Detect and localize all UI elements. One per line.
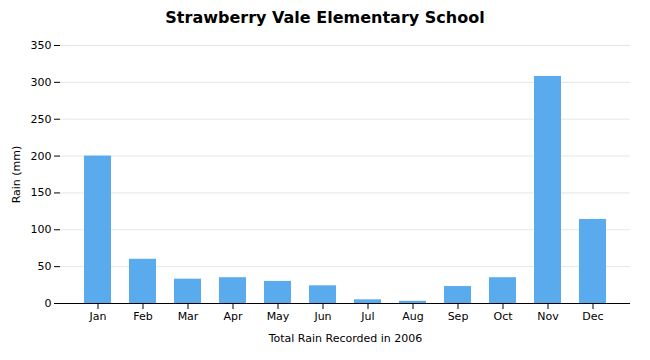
html-text:Strawberry Vale Elementary Sch: Strawberry Vale Elementary School bbox=[165, 8, 485, 27]
svg-text:Nov: Nov bbox=[537, 310, 559, 323]
svg-text:Jan: Jan bbox=[89, 310, 107, 323]
svg-text:200: 200 bbox=[31, 150, 52, 163]
svg-text:Mar: Mar bbox=[178, 310, 199, 323]
svg-text:Feb: Feb bbox=[133, 310, 152, 323]
svg-text:May: May bbox=[267, 310, 290, 323]
svg-text:Sep: Sep bbox=[448, 310, 469, 323]
svg-text:350: 350 bbox=[31, 39, 52, 52]
svg-text:250: 250 bbox=[31, 113, 52, 126]
svg-text:150: 150 bbox=[31, 186, 52, 199]
svg-text:50: 50 bbox=[38, 260, 52, 273]
svg-text:Aug: Aug bbox=[402, 310, 423, 323]
svg-text:Jun: Jun bbox=[313, 310, 331, 323]
svg-text:Dec: Dec bbox=[582, 310, 603, 323]
svg-text:300: 300 bbox=[31, 76, 52, 89]
svg-text:100: 100 bbox=[31, 223, 52, 236]
svg-text:Oct: Oct bbox=[493, 310, 513, 323]
svg-text:Rain (mm): Rain (mm) bbox=[10, 146, 23, 204]
svg-text:Jul: Jul bbox=[360, 310, 374, 323]
svg-text:Apr: Apr bbox=[223, 310, 243, 323]
svg-text:0: 0 bbox=[45, 297, 52, 310]
svg-text:Total Rain Recorded in 2006: Total Rain Recorded in 2006 bbox=[268, 332, 423, 345]
